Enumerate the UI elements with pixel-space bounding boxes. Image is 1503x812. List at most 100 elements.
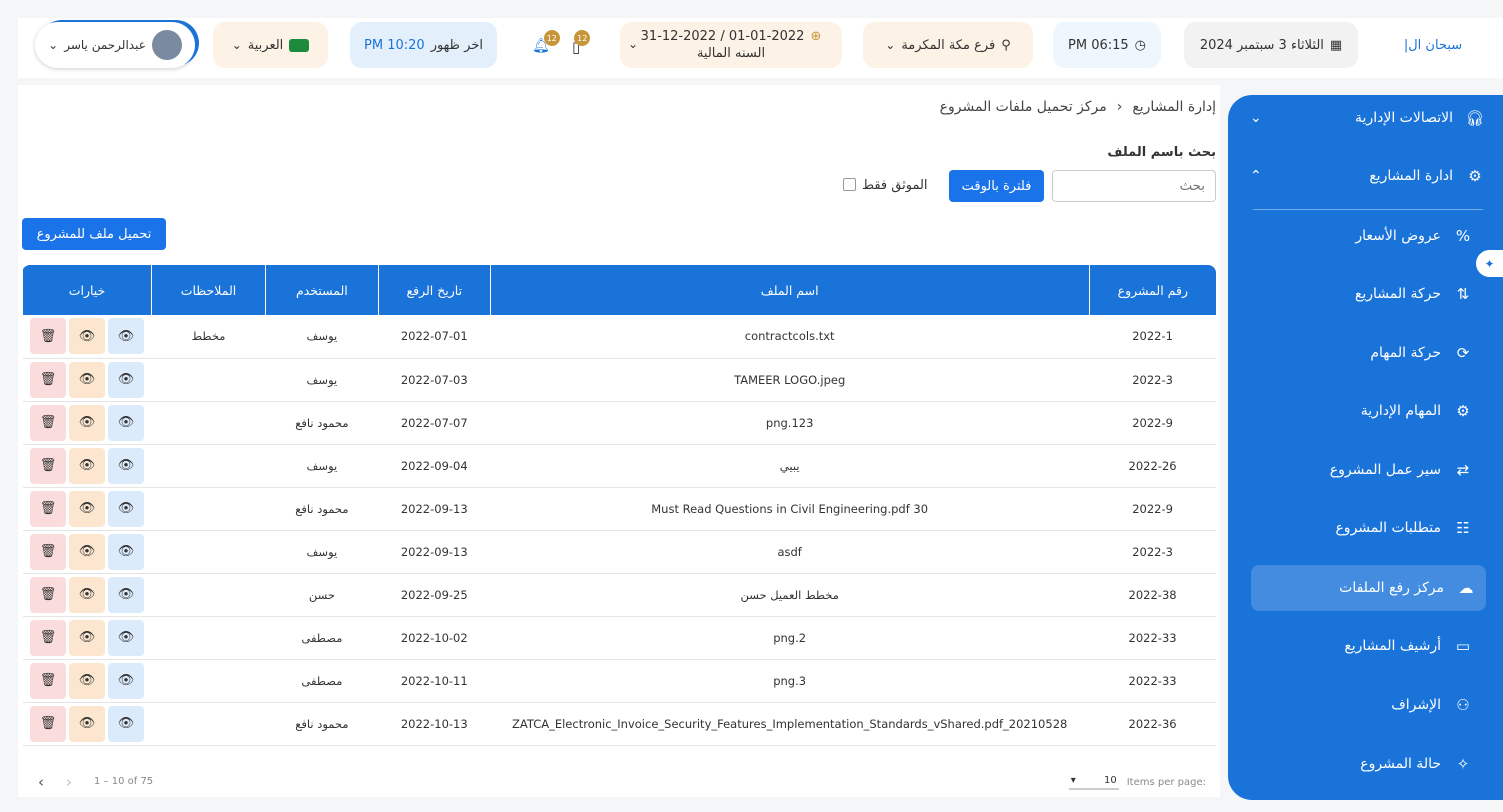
- chevron-down-icon[interactable]: ⌄: [1250, 110, 1262, 126]
- eye-icon[interactable]: 👁︎: [108, 533, 144, 570]
- checkbox-box[interactable]: [843, 178, 856, 191]
- sidebar-item[interactable]: ⟳ حركة المهام: [1248, 330, 1483, 376]
- next-page-icon[interactable]: ›: [66, 773, 72, 791]
- messages-button[interactable]: ▯ 12: [572, 30, 591, 56]
- sparkle-icon[interactable]: ✦: [1476, 250, 1503, 277]
- percent-icon: %: [1455, 227, 1471, 245]
- table-cell: 2022-09-13: [378, 487, 491, 531]
- table-cell: 2022-33: [1089, 659, 1216, 703]
- chevron-down-icon: ⌄: [885, 38, 896, 52]
- prev-page-icon[interactable]: ‹: [38, 773, 44, 791]
- eye-icon[interactable]: 👁︎: [108, 361, 144, 398]
- eye-icon[interactable]: 👁︎: [69, 490, 105, 527]
- eye-icon[interactable]: 👁︎: [69, 619, 105, 656]
- column-header: رقم المشروع: [1088, 265, 1216, 315]
- table-cell: [151, 487, 266, 531]
- location-icon: ⚲: [1001, 37, 1011, 53]
- language-select[interactable]: العربية ⌄: [213, 22, 328, 68]
- eye-icon[interactable]: 👁︎: [69, 662, 105, 699]
- eye-icon[interactable]: 👁︎: [69, 576, 105, 613]
- sidebar-item[interactable]: ⇄ سير عمل المشروع: [1248, 447, 1483, 493]
- options-cell: 🗑︎ 👁︎ 👁︎: [22, 444, 152, 488]
- table-cell: [151, 401, 266, 445]
- table-cell: محمود نافع: [265, 702, 379, 746]
- sidebar-item[interactable]: ⚙ المهام الإدارية: [1248, 388, 1483, 434]
- table-cell: 2022-07-07: [378, 401, 491, 445]
- table-cell: 2022-10-11: [378, 659, 491, 703]
- table-cell: يوسف: [265, 530, 379, 574]
- column-header: تاريخ الرفع: [377, 265, 491, 315]
- options-cell: 🗑︎ 👁︎ 👁︎: [22, 358, 152, 402]
- eye-icon[interactable]: 👁︎: [108, 619, 144, 656]
- table-cell: حسن: [265, 573, 379, 617]
- verified-only-checkbox[interactable]: الموثق فقط: [843, 178, 928, 193]
- sidebar-item-label: سير عمل المشروع: [1329, 462, 1441, 478]
- sidebar-item[interactable]: ⇅ حركة المشاريع: [1248, 271, 1483, 317]
- delete-icon[interactable]: 🗑︎: [30, 533, 66, 570]
- table-cell: 2022-9: [1089, 487, 1216, 531]
- eye-icon[interactable]: 👁︎: [108, 447, 144, 484]
- branch-select[interactable]: ⚲ فرع مكة المكرمة ⌄: [863, 22, 1033, 68]
- table-cell: 2022-10-13: [378, 702, 491, 746]
- task-cycle-icon: ⟳: [1456, 344, 1470, 362]
- table-cell: 2022-3: [1089, 530, 1216, 574]
- sidebar-item[interactable]: ✧ حالة المشروع: [1248, 741, 1483, 787]
- search-input[interactable]: [1052, 170, 1216, 202]
- sidebar-item[interactable]: % عروض الأسعار: [1248, 213, 1483, 259]
- eye-icon[interactable]: 👁︎: [69, 404, 105, 441]
- delete-icon[interactable]: 🗑︎: [30, 705, 66, 742]
- table-cell: يوسف: [265, 358, 379, 402]
- clock-icon: ◷: [1134, 37, 1146, 53]
- eye-icon[interactable]: 👁︎: [69, 705, 105, 742]
- saudi-flag-icon: [289, 38, 310, 52]
- fiscal-year-select[interactable]: ⊕ 01-01-2022 / 31-12-2022 السنه المالية ⌄: [620, 22, 842, 68]
- gear-icon: ⚙: [1468, 167, 1482, 185]
- eye-icon[interactable]: 👁︎: [69, 361, 105, 398]
- filter-by-time-button[interactable]: فلترة بالوقت: [949, 170, 1044, 202]
- eye-icon[interactable]: 👁︎: [108, 318, 144, 355]
- sidebar-item[interactable]: ☷ متطلبات المشروع: [1248, 505, 1483, 551]
- user-menu[interactable]: عبدالرحمن ياسر ⌄: [35, 22, 195, 68]
- table-cell: 2022-07-01: [378, 315, 491, 359]
- chevron-left-icon: ‹: [1116, 99, 1123, 115]
- table-cell: محمود نافع: [265, 487, 379, 531]
- sidebar-item[interactable]: ▭ أرشيف المشاريع: [1248, 623, 1483, 669]
- sidebar-item-label: الاتصالات الإدارية: [1355, 110, 1453, 126]
- delete-icon[interactable]: 🗑︎: [30, 576, 66, 613]
- sidebar: 🎧︎ الاتصالات الإدارية ⌄ ⚙ ادارة المشاريع ⌃% عر…: [1228, 95, 1503, 800]
- breadcrumb-root[interactable]: إدارة المشاريع: [1132, 99, 1216, 115]
- eye-icon[interactable]: 👁︎: [108, 662, 144, 699]
- chevron-up-icon[interactable]: ⌃: [1250, 168, 1262, 184]
- sidebar-item[interactable]: ⚙ ادارة المشاريع ⌃: [1228, 153, 1503, 199]
- eye-icon[interactable]: 👁︎: [108, 490, 144, 527]
- upload-file-button[interactable]: تحميل ملف للمشروع: [22, 218, 166, 250]
- delete-icon[interactable]: 🗑︎: [30, 490, 66, 527]
- delete-icon[interactable]: 🗑︎: [30, 361, 66, 398]
- delete-icon[interactable]: 🗑︎: [30, 662, 66, 699]
- options-cell: 🗑︎ 👁︎ 👁︎: [22, 401, 152, 445]
- eye-icon[interactable]: 👁︎: [108, 404, 144, 441]
- eye-icon[interactable]: 👁︎: [69, 533, 105, 570]
- delete-icon[interactable]: 🗑︎: [30, 318, 66, 355]
- column-header: خيارات: [22, 265, 152, 315]
- eye-icon[interactable]: 👁︎: [108, 705, 144, 742]
- admin-task-icon: ⚙: [1456, 402, 1470, 420]
- chevron-down-icon: ⌄: [48, 38, 59, 52]
- table-cell: [151, 659, 266, 703]
- sidebar-item[interactable]: 🎧︎ الاتصالات الإدارية ⌄: [1228, 95, 1503, 141]
- options-cell: 🗑︎ 👁︎ 👁︎: [22, 487, 152, 531]
- files-table: رقم المشروع اسم الملف تاريخ الرفع المستخدم ا…: [22, 265, 1216, 746]
- notifications-button[interactable]: 🔔︎ 12: [532, 30, 560, 54]
- delete-icon[interactable]: 🗑︎: [30, 619, 66, 656]
- delete-icon[interactable]: 🗑︎: [30, 404, 66, 441]
- files-table-wrap: رقم المشروع اسم الملف تاريخ الرفع المستخدم ا…: [22, 265, 1216, 746]
- table-row: 2022-38 مخطط العميل حسن 2022-09-25 حسن 🗑︎ 👁︎ 👁…: [22, 573, 1216, 617]
- sidebar-item[interactable]: ☁ مركز رفع الملفات: [1251, 565, 1486, 611]
- eye-icon[interactable]: 👁︎: [108, 576, 144, 613]
- eye-icon[interactable]: 👁︎: [69, 318, 105, 355]
- table-cell: TAMEER LOGO.jpeg: [490, 358, 1090, 402]
- page-size-select[interactable]: ▾ 10: [1068, 775, 1119, 790]
- eye-icon[interactable]: 👁︎: [69, 447, 105, 484]
- delete-icon[interactable]: 🗑︎: [30, 447, 66, 484]
- sidebar-item[interactable]: ⚇ الإشراف: [1248, 682, 1483, 728]
